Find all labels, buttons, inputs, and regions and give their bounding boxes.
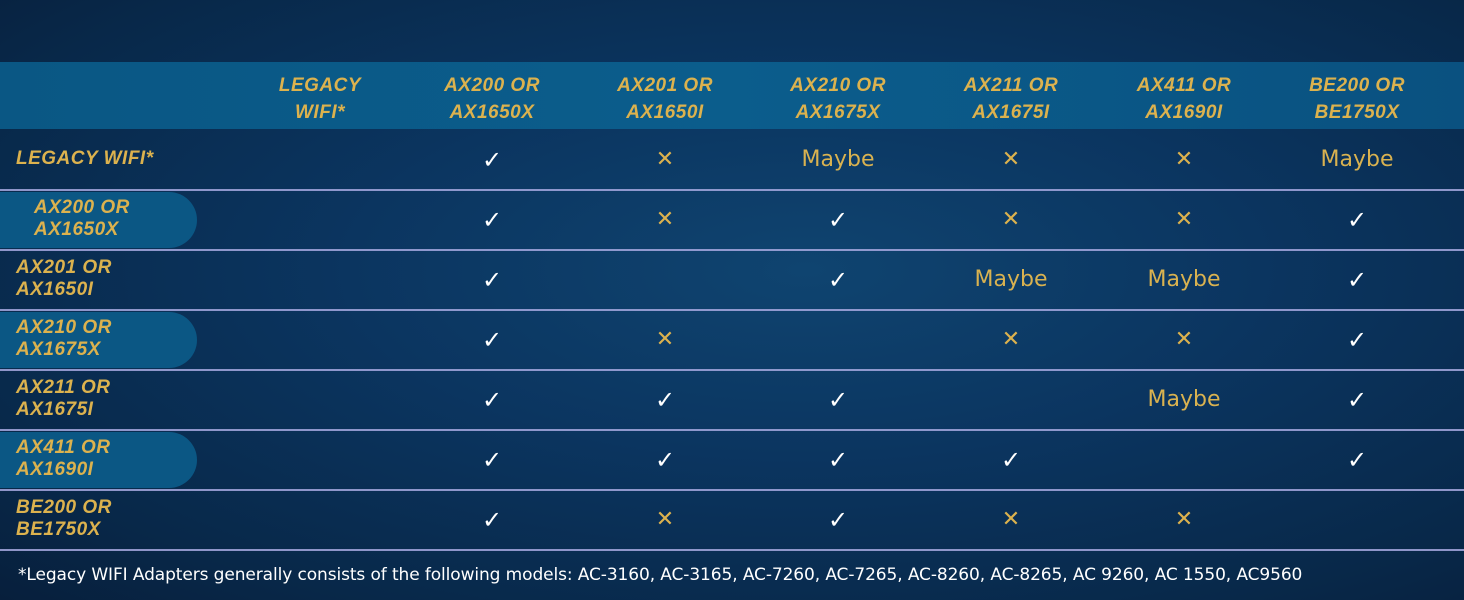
maybe-text: Maybe [1147, 387, 1221, 412]
column-header-line: AX211 OR [963, 75, 1059, 96]
column-header: AX200 OR AX1650X [407, 72, 577, 126]
row-label: AX211 OR AX1675I [16, 377, 110, 421]
column-header-line: BE1750X [1314, 102, 1400, 123]
row-label-line: AX411 OR [16, 437, 111, 458]
footnote: *Legacy WIFI Adapters generally consists… [18, 565, 1303, 585]
check-icon: ✓ [481, 326, 503, 354]
column-header-line: AX200 OR [444, 75, 540, 96]
table-row: AX210 OR AX1675X ✓ ✕ ✕ ✕ ✓ [0, 310, 1464, 371]
check-icon: ✓ [1346, 446, 1368, 474]
maybe-text: Maybe [1147, 267, 1221, 292]
check-icon: ✓ [827, 206, 849, 234]
row-divider [0, 369, 1464, 371]
check-icon: ✓ [481, 506, 503, 534]
row-label-line: AX200 OR [34, 197, 130, 218]
row-label: AX201 OR AX1650I [16, 257, 112, 301]
table-row: AX201 OR AX1650I ✓ ✓ Maybe Maybe ✓ [0, 250, 1464, 311]
check-icon: ✓ [1346, 326, 1368, 354]
cross-icon: ✕ [655, 207, 675, 232]
column-header-line: AX1650I [626, 102, 704, 123]
cross-icon: ✕ [1174, 207, 1194, 232]
check-icon: ✓ [481, 206, 503, 234]
table-row: LEGACY WIFI* ✓ ✕ Maybe ✕ ✕ Maybe [0, 130, 1464, 191]
check-icon: ✓ [481, 446, 503, 474]
check-icon: ✓ [827, 506, 849, 534]
row-divider [0, 309, 1464, 311]
check-icon: ✓ [1346, 386, 1368, 414]
cross-icon: ✕ [1174, 327, 1194, 352]
column-header-line: AX210 OR [790, 75, 886, 96]
maybe-text: Maybe [1320, 147, 1394, 172]
cross-icon: ✕ [655, 507, 675, 532]
cross-icon: ✕ [655, 147, 675, 172]
row-label-line: AX1650I [16, 279, 94, 300]
column-header-line: LEGACY [278, 75, 362, 96]
cross-icon: ✕ [1001, 207, 1021, 232]
check-icon: ✓ [481, 266, 503, 294]
column-header-line: AX1675X [795, 102, 881, 123]
table-row: AX211 OR AX1675I ✓ ✓ ✓ Maybe ✓ [0, 370, 1464, 431]
row-label-line: AX211 OR [16, 377, 111, 398]
maybe-text: Maybe [974, 267, 1048, 292]
table-row: AX200 OR AX1650X ✓ ✕ ✓ ✕ ✕ ✓ [0, 190, 1464, 251]
table-row: BE200 OR BE1750X ✓ ✕ ✓ ✕ ✕ [0, 490, 1464, 551]
row-label-highlight [0, 432, 197, 488]
column-header: AX211 OR AX1675I [926, 72, 1096, 126]
cross-icon: ✕ [1001, 507, 1021, 532]
check-icon: ✓ [481, 386, 503, 414]
column-header-line: AX1650X [449, 102, 535, 123]
column-header: BE200 OR BE1750X [1272, 72, 1442, 126]
row-label-highlight [0, 192, 197, 248]
column-header-line: AX201 OR [617, 75, 713, 96]
check-icon: ✓ [654, 446, 676, 474]
column-header: LEGACY WIFI* [235, 72, 405, 126]
check-icon: ✓ [827, 386, 849, 414]
row-label-line: AX1675I [16, 399, 94, 420]
row-divider [0, 549, 1464, 551]
maybe-text: Maybe [801, 147, 875, 172]
column-header-line: WIFI* [295, 102, 345, 123]
row-label: LEGACY WIFI* [16, 148, 154, 170]
row-divider [0, 249, 1464, 251]
column-header-line: AX411 OR [1136, 75, 1232, 96]
check-icon: ✓ [827, 446, 849, 474]
check-icon: ✓ [1346, 266, 1368, 294]
check-icon: ✓ [827, 266, 849, 294]
row-label-line: AX1650X [34, 219, 119, 240]
check-icon: ✓ [1346, 206, 1368, 234]
row-divider [0, 429, 1464, 431]
row-label: AX411 OR AX1690I [16, 437, 110, 481]
check-icon: ✓ [481, 146, 503, 174]
row-label-line: BE1750X [16, 519, 101, 540]
row-label-line: BE200 OR [16, 497, 112, 518]
cross-icon: ✕ [655, 327, 675, 352]
cross-icon: ✕ [1174, 147, 1194, 172]
row-label-line: AX1690I [16, 459, 94, 480]
cross-icon: ✕ [1001, 147, 1021, 172]
column-header-line: BE200 OR [1309, 75, 1405, 96]
row-label-highlight [0, 312, 197, 368]
column-header-band: LEGACY WIFI* AX200 OR AX1650X AX201 OR AX1650… [0, 62, 1464, 129]
cross-icon: ✕ [1001, 327, 1021, 352]
column-header: AX411 OR AX1690I [1099, 72, 1269, 126]
table-row: AX411 OR AX1690I ✓ ✓ ✓ ✓ ✓ [0, 430, 1464, 491]
column-header: AX201 OR AX1650I [580, 72, 750, 126]
row-label-line: AX1675X [16, 339, 101, 360]
row-label: BE200 OR BE1750X [16, 497, 112, 541]
column-header-line: AX1690I [1145, 102, 1223, 123]
row-divider [0, 489, 1464, 491]
row-label-line: LEGACY WIFI* [16, 148, 154, 169]
row-label: AX210 OR AX1675X [16, 317, 112, 361]
row-label: AX200 OR AX1650X [34, 197, 130, 241]
cross-icon: ✕ [1174, 507, 1194, 532]
check-icon: ✓ [654, 386, 676, 414]
row-label-line: AX201 OR [16, 257, 112, 278]
check-icon: ✓ [1000, 446, 1022, 474]
column-header: AX210 OR AX1675X [753, 72, 923, 126]
row-label-line: AX210 OR [16, 317, 112, 338]
row-divider [0, 189, 1464, 191]
column-header-line: AX1675I [972, 102, 1050, 123]
